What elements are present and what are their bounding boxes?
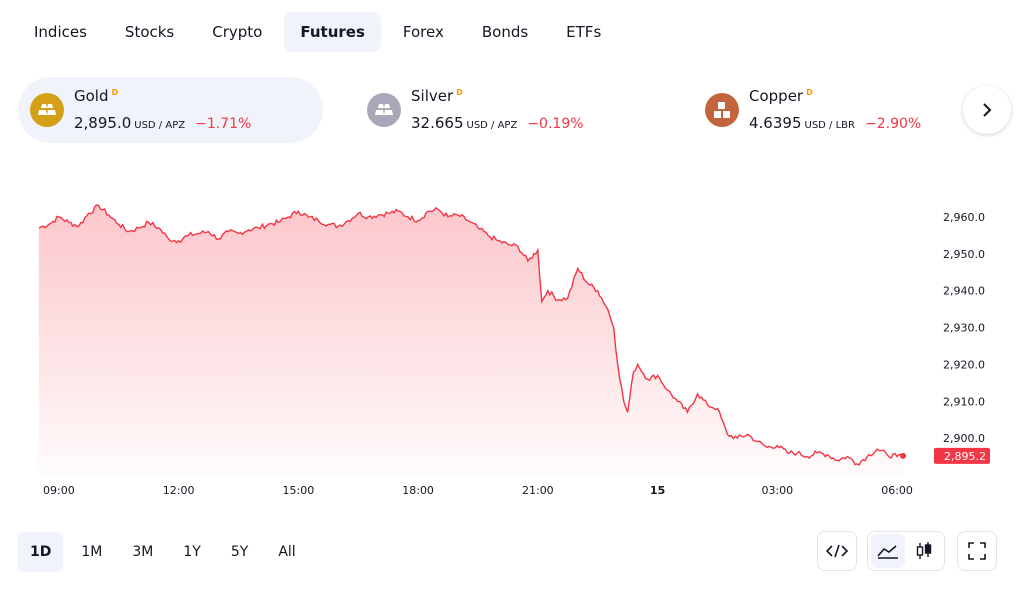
fullscreen-button[interactable] (957, 531, 997, 571)
tab-forex[interactable]: Forex (402, 23, 444, 41)
instrument-card-silver[interactable]: Silver D 32.665 USD / APZ −0.19% (355, 77, 655, 143)
range-all[interactable]: All (278, 544, 296, 560)
instrument-unit: USD / APZ (466, 120, 518, 131)
price-line (38, 204, 904, 466)
range-1y[interactable]: 1Y (183, 544, 201, 560)
instrument-price: 32.665 (411, 114, 464, 132)
x-tick-label: 03:00 (761, 484, 793, 497)
instrument-quote: 4.6395 USD / LBR −2.90% (749, 114, 921, 132)
x-tick-label: 09:00 (43, 484, 75, 497)
x-tick-label: 15 (650, 484, 665, 497)
y-tick-label: 2,960.0 (943, 211, 985, 224)
delay-badge: D (111, 88, 119, 97)
tab-futures[interactable]: Futures (284, 12, 381, 52)
instrument-unit: USD / APZ (134, 120, 186, 131)
range-selector: 1D 1M 3M 1Y 5Y All (18, 532, 308, 572)
instrument-card-gold[interactable]: Gold D 2,895.0 USD / APZ −1.71% (18, 77, 323, 143)
chart-type-group (867, 531, 945, 571)
instrument-change: −2.90% (864, 116, 922, 132)
instrument-change: −1.71% (195, 116, 252, 132)
area-chart-button[interactable] (871, 534, 905, 568)
area-chart-icon (877, 545, 898, 559)
instrument-cards: Gold D 2,895.0 USD / APZ −1.71% Silver D 32.… (18, 77, 1018, 143)
x-tick-label: 18:00 (402, 484, 434, 497)
instrument-name: Silver D (411, 87, 463, 105)
y-tick-label: 2,910.0 (943, 395, 985, 408)
embed-button[interactable] (817, 531, 857, 571)
y-tick-label: 2,920.0 (943, 358, 985, 371)
range-1m[interactable]: 1M (81, 544, 103, 560)
last-price-badge: 2,895.2 (934, 447, 990, 464)
x-tick-label: 12:00 (163, 484, 195, 497)
embed-code-icon (826, 544, 848, 558)
silver-bars-icon (367, 93, 401, 127)
instrument-name: Gold D (74, 87, 119, 105)
delay-badge: D (456, 88, 463, 97)
instrument-unit: USD / LBR (804, 120, 855, 131)
instrument-price: 4.6395 (749, 114, 802, 132)
tab-etfs[interactable]: ETFs (566, 23, 602, 41)
instrument-quote: 2,895.0 USD / APZ −1.71% (74, 114, 251, 132)
y-tick-label: 2,930.0 (943, 322, 985, 335)
copper-blocks-icon (705, 93, 739, 127)
tab-crypto[interactable]: Crypto (212, 23, 263, 41)
tab-bonds[interactable]: Bonds (481, 23, 529, 41)
fullscreen-icon (968, 542, 986, 560)
instrument-card-copper[interactable]: Copper D 4.6395 USD / LBR −2.90% (693, 77, 963, 143)
last-price-point (900, 452, 907, 459)
y-tick-label: 2,950.0 (943, 248, 985, 261)
instrument-quote: 32.665 USD / APZ −0.19% (411, 114, 584, 132)
x-axis: 09:00 12:00 15:00 18:00 21:00 15 03:00 06:00 (43, 484, 913, 497)
instrument-name: Copper D (749, 87, 813, 105)
svg-text:2,895.2: 2,895.2 (944, 450, 986, 463)
instrument-price: 2,895.0 (74, 114, 132, 132)
range-1d[interactable]: 1D (18, 532, 64, 572)
y-tick-label: 2,900.0 (943, 432, 985, 445)
delay-badge: D (806, 88, 813, 97)
x-tick-label: 15:00 (283, 484, 315, 497)
y-tick-label: 2,940.0 (943, 285, 985, 298)
price-chart: 2,960.0 2,950.0 2,940.0 2,930.0 2,920.0 2,910… (38, 204, 990, 497)
candlestick-icon (916, 542, 932, 559)
x-tick-label: 06:00 (881, 484, 913, 497)
range-3m[interactable]: 3M (132, 544, 154, 560)
range-5y[interactable]: 5Y (230, 544, 249, 560)
price-area (38, 204, 903, 475)
instrument-change: −0.19% (527, 116, 584, 132)
y-axis: 2,960.0 2,950.0 2,940.0 2,930.0 2,920.0 2,910… (943, 211, 985, 445)
candlestick-chart-button[interactable] (907, 534, 941, 568)
gold-bars-icon (30, 93, 64, 127)
market-tabs: Indices Stocks Crypto Futures Forex Bond… (18, 12, 617, 52)
chevron-right-icon (983, 103, 992, 117)
tab-indices[interactable]: Indices (34, 23, 87, 41)
x-tick-label: 21:00 (522, 484, 554, 497)
next-instruments-button[interactable] (963, 86, 1011, 134)
tab-stocks[interactable]: Stocks (124, 23, 175, 41)
